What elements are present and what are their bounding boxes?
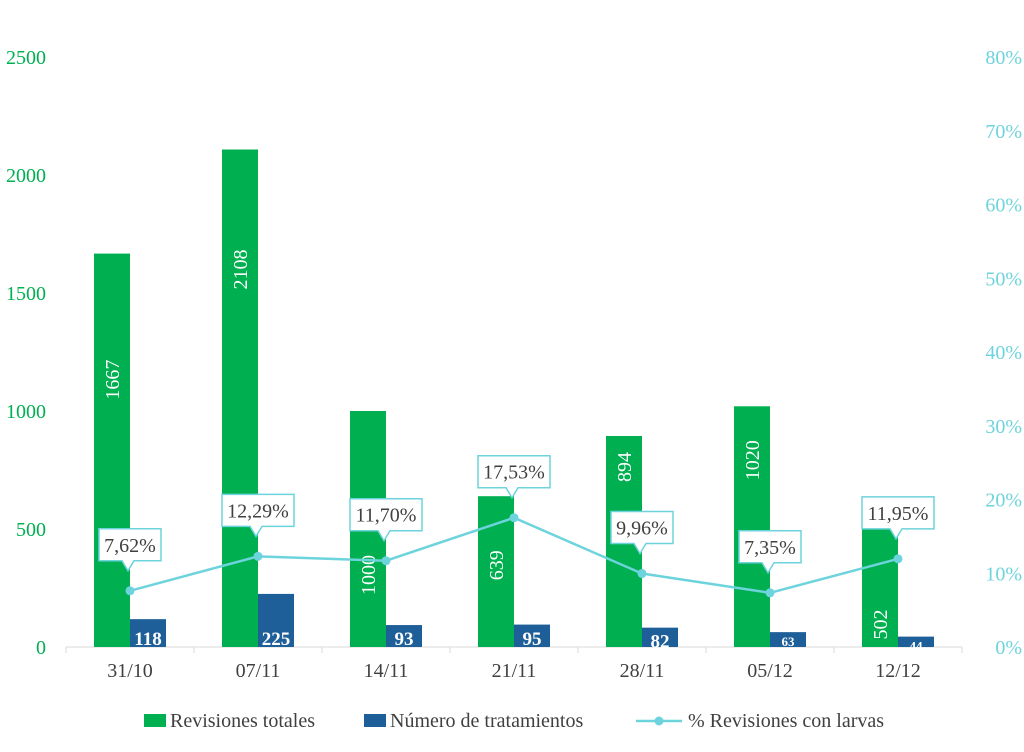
bar-label-numero-tratamientos: 118 <box>134 629 161 650</box>
bar-numero-tratamientos <box>770 632 806 647</box>
bar-label-revisiones-totales: 1000 <box>358 555 380 595</box>
bar-revisiones-totales <box>94 253 130 647</box>
bar-label-revisiones-totales: 1667 <box>102 360 124 400</box>
x-tick-label: 14/11 <box>364 660 409 682</box>
bar-revisiones-totales <box>734 406 770 647</box>
line-label-revisiones-con-larvas: 9,96% <box>616 518 668 540</box>
bar-numero-tratamientos <box>642 627 678 647</box>
y-left-tick-label: 0 <box>36 637 46 659</box>
line-label-revisiones-con-larvas: 7,35% <box>744 537 796 559</box>
y-right-tick-label: 70% <box>985 121 1022 143</box>
x-tick-label: 31/10 <box>107 660 153 682</box>
bar-label-numero-tratamientos: 93 <box>395 629 414 650</box>
legend-swatch-marker <box>654 716 664 726</box>
bar-numero-tratamientos <box>386 625 422 647</box>
data-callout <box>610 510 674 556</box>
line-label-revisiones-con-larvas: 12,29% <box>227 500 289 522</box>
x-tick-label: 12/12 <box>875 660 921 682</box>
legend-swatch-revisiones-totales <box>144 714 166 727</box>
data-callout <box>221 493 295 538</box>
x-tick-label: 21/11 <box>492 660 537 682</box>
x-tick-label: 28/11 <box>620 660 665 682</box>
bar-label-revisiones-totales: 639 <box>486 550 508 580</box>
data-callout <box>738 530 802 575</box>
y-right-tick-label: 50% <box>985 268 1022 290</box>
line-point-revisiones-con-larvas <box>509 513 519 523</box>
line-point-revisiones-con-larvas <box>765 588 775 598</box>
line-label-revisiones-con-larvas: 17,53% <box>483 462 545 484</box>
line-point-revisiones-con-larvas <box>893 554 903 564</box>
bar-revisiones-totales <box>222 149 258 647</box>
y-right-tick-label: 0% <box>995 637 1022 659</box>
data-callout <box>98 528 162 573</box>
y-left-tick-label: 500 <box>16 519 46 541</box>
x-tick-label: 05/12 <box>747 660 793 682</box>
bar-label-numero-tratamientos: 63 <box>782 634 796 649</box>
bar-revisiones-totales <box>478 496 514 647</box>
legend-swatch-numero-tratamientos <box>364 714 386 727</box>
bar-label-revisiones-totales: 502 <box>870 610 892 640</box>
y-right-tick-label: 10% <box>985 563 1022 585</box>
data-callout <box>349 497 423 543</box>
bar-label-numero-tratamientos: 82 <box>651 632 670 653</box>
line-label-revisiones-con-larvas: 7,62% <box>104 535 156 557</box>
y-right-tick-label: 20% <box>985 490 1022 512</box>
y-right-tick-label: 80% <box>985 47 1022 69</box>
legend-label: Número de tratamientos <box>390 710 583 732</box>
bar-label-numero-tratamientos: 95 <box>523 629 542 650</box>
y-left-tick-label: 2000 <box>6 165 46 187</box>
data-callout <box>477 454 551 500</box>
bar-label-revisiones-totales: 894 <box>614 452 636 482</box>
y-left-tick-label: 1000 <box>6 401 46 423</box>
y-right-tick-label: 40% <box>985 342 1022 364</box>
y-left-tick-label: 2500 <box>6 47 46 69</box>
legend-label: Revisiones totales <box>170 710 315 732</box>
line-point-revisiones-con-larvas <box>381 556 391 566</box>
line-point-revisiones-con-larvas <box>637 569 647 579</box>
bar-numero-tratamientos <box>258 593 294 647</box>
x-tick-label: 07/11 <box>236 660 281 682</box>
bar-numero-tratamientos <box>898 636 934 647</box>
y-right-tick-label: 60% <box>985 195 1022 217</box>
data-callout <box>861 496 935 541</box>
line-point-revisiones-con-larvas <box>125 586 135 596</box>
bar-label-numero-tratamientos: 225 <box>262 629 291 650</box>
line-label-revisiones-con-larvas: 11,95% <box>868 503 929 525</box>
bar-numero-tratamientos <box>130 619 166 647</box>
y-left-tick-label: 1500 <box>6 283 46 305</box>
bar-label-revisiones-totales: 2108 <box>230 250 252 290</box>
bar-label-numero-tratamientos: 44 <box>910 639 924 654</box>
bar-numero-tratamientos <box>514 624 550 647</box>
bar-revisiones-totales <box>862 528 898 647</box>
legend-label: % Revisiones con larvas <box>688 710 884 732</box>
y-right-tick-label: 30% <box>985 416 1022 438</box>
bar-label-revisiones-totales: 1020 <box>742 440 764 480</box>
line-point-revisiones-con-larvas <box>253 551 263 561</box>
line-label-revisiones-con-larvas: 11,70% <box>356 505 417 527</box>
